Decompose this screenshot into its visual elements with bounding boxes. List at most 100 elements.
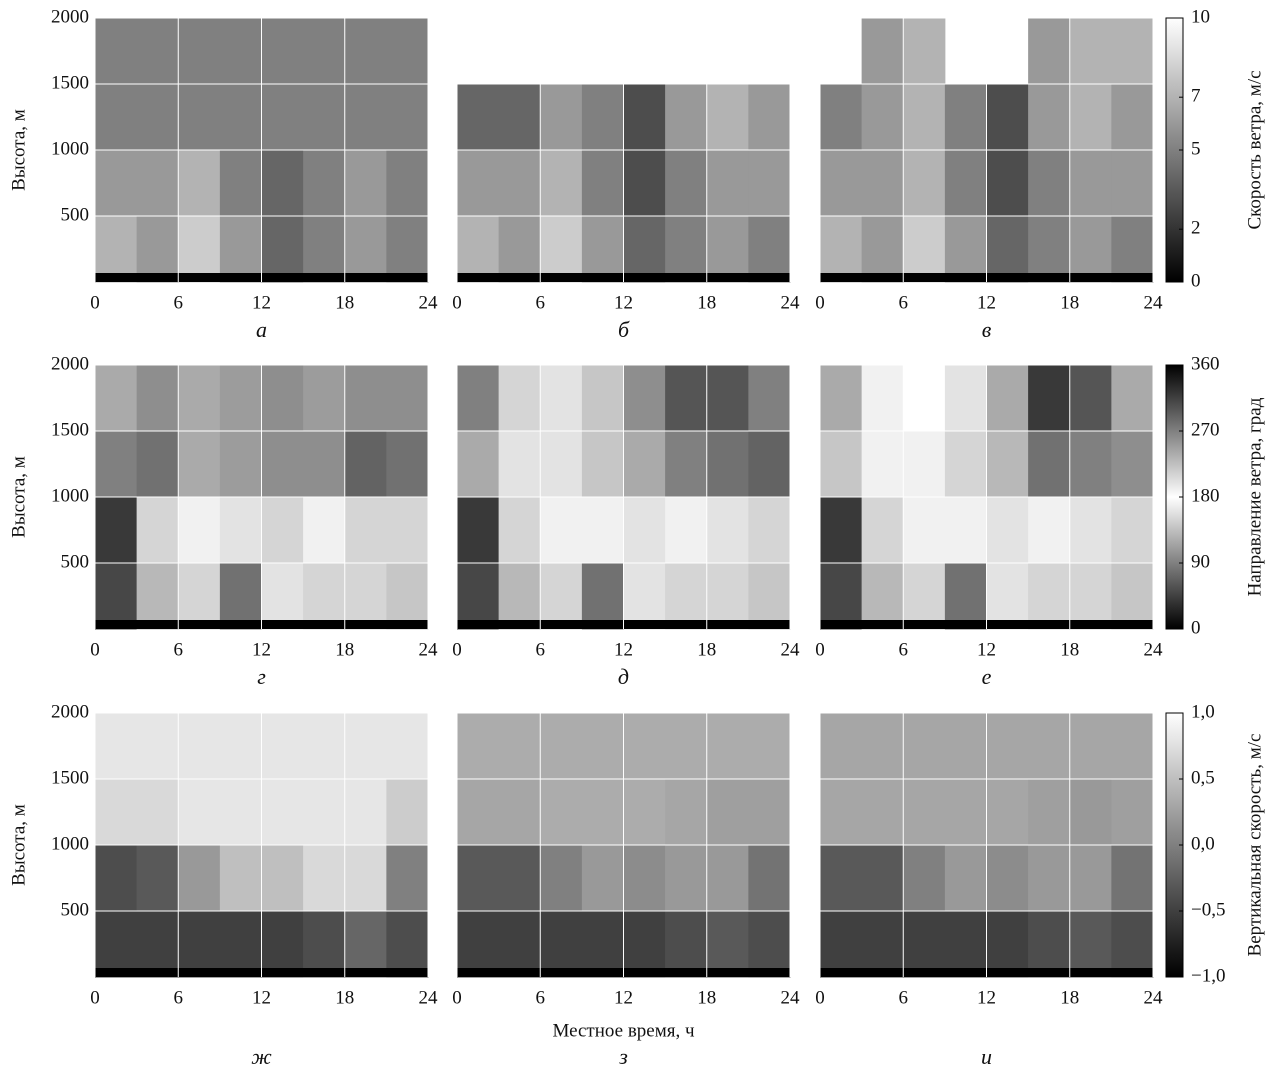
heat-cell xyxy=(498,713,541,780)
x-tick-label: 0 xyxy=(452,292,462,313)
heat-cell xyxy=(178,431,221,498)
colorbar-label: Скорость ветра, м/с xyxy=(1244,70,1265,229)
heat-cell xyxy=(1111,84,1154,151)
heat-cell xyxy=(1111,911,1154,978)
heat-cell xyxy=(498,365,541,432)
heat-cell xyxy=(861,18,904,85)
heat-cell xyxy=(136,563,179,630)
heat-cell xyxy=(665,84,708,151)
heat-cell xyxy=(1028,911,1071,978)
heat-cell xyxy=(386,431,429,498)
heat-cell xyxy=(261,431,304,498)
y-tick-label: 2000 xyxy=(51,6,89,27)
heat-cell xyxy=(1069,497,1112,564)
heat-cell xyxy=(820,911,863,978)
panel-caption: а xyxy=(256,317,267,342)
heat-cell xyxy=(386,18,429,85)
heat-cell xyxy=(457,713,500,780)
heat-cell xyxy=(861,911,904,978)
heat-cell xyxy=(344,911,387,978)
heat-cell xyxy=(498,84,541,151)
heat-cell xyxy=(706,563,749,630)
heat-cell xyxy=(1111,779,1154,846)
heat-cell xyxy=(303,84,346,151)
heat-cell xyxy=(261,84,304,151)
heat-cell xyxy=(665,845,708,912)
heat-cell xyxy=(540,845,583,912)
heat-cell xyxy=(748,216,791,283)
heat-cell xyxy=(344,216,387,283)
heat-cell xyxy=(261,497,304,564)
heat-cell xyxy=(1111,497,1154,564)
heat-cell xyxy=(457,150,500,217)
heat-cell xyxy=(861,563,904,630)
heat-cell xyxy=(95,365,138,432)
x-tick-label: 12 xyxy=(252,987,271,1008)
heat-cell xyxy=(706,497,749,564)
panel-caption: г xyxy=(257,664,266,689)
heat-cell xyxy=(386,365,429,432)
heat-cell xyxy=(344,497,387,564)
x-tick-label: 18 xyxy=(1060,292,1079,313)
heat-cell xyxy=(623,713,666,780)
heat-cell xyxy=(136,84,179,151)
x-tick-label: 6 xyxy=(174,292,184,313)
heat-cell xyxy=(581,365,624,432)
heat-cell xyxy=(1111,563,1154,630)
heat-cell xyxy=(261,563,304,630)
heat-cell xyxy=(136,779,179,846)
heat-cell xyxy=(581,150,624,217)
heat-cell xyxy=(623,845,666,912)
heat-cell xyxy=(623,431,666,498)
heat-cell xyxy=(219,84,262,151)
heat-cell xyxy=(665,497,708,564)
heat-cell xyxy=(498,497,541,564)
heat-cell xyxy=(219,497,262,564)
heat-cell xyxy=(820,84,863,151)
heat-cell xyxy=(581,84,624,151)
x-tick-label: 0 xyxy=(90,292,100,313)
heat-cell xyxy=(303,216,346,283)
colorbar-tick-label: 10 xyxy=(1191,6,1210,27)
heat-cell xyxy=(498,779,541,846)
heat-cell xyxy=(457,563,500,630)
heat-cell xyxy=(1069,84,1112,151)
heat-cell xyxy=(748,365,791,432)
heat-cell xyxy=(95,150,138,217)
heat-cell xyxy=(748,84,791,151)
heat-cell xyxy=(1069,779,1112,846)
x-tick-label: 24 xyxy=(1144,292,1164,313)
heat-cell xyxy=(581,563,624,630)
heat-cell xyxy=(219,779,262,846)
heat-cell xyxy=(903,216,946,283)
heat-cell xyxy=(261,845,304,912)
x-tick-label: 6 xyxy=(899,639,909,660)
heat-cell xyxy=(665,216,708,283)
heat-cell xyxy=(95,911,138,978)
heat-cell xyxy=(944,365,987,432)
panel-caption: б xyxy=(618,317,630,342)
heat-cell xyxy=(540,911,583,978)
heat-cell xyxy=(903,84,946,151)
heat-cell xyxy=(136,18,179,85)
heat-cell xyxy=(540,497,583,564)
heat-cell xyxy=(344,365,387,432)
heat-cell xyxy=(1111,18,1154,85)
heat-cell xyxy=(457,845,500,912)
heat-cell xyxy=(219,713,262,780)
heat-cell xyxy=(178,911,221,978)
heat-cell xyxy=(944,911,987,978)
heat-cell xyxy=(903,431,946,498)
heat-cell xyxy=(623,779,666,846)
heat-cell xyxy=(303,713,346,780)
x-tick-label: 24 xyxy=(781,639,801,660)
heat-cell xyxy=(386,713,429,780)
heat-cell xyxy=(219,365,262,432)
heat-cell xyxy=(944,150,987,217)
heat-cell xyxy=(457,911,500,978)
colorbar-tick-label: 0,5 xyxy=(1191,767,1215,788)
heat-cell xyxy=(706,431,749,498)
heat-cell xyxy=(1028,779,1071,846)
heat-cell xyxy=(178,216,221,283)
heat-cell xyxy=(261,911,304,978)
